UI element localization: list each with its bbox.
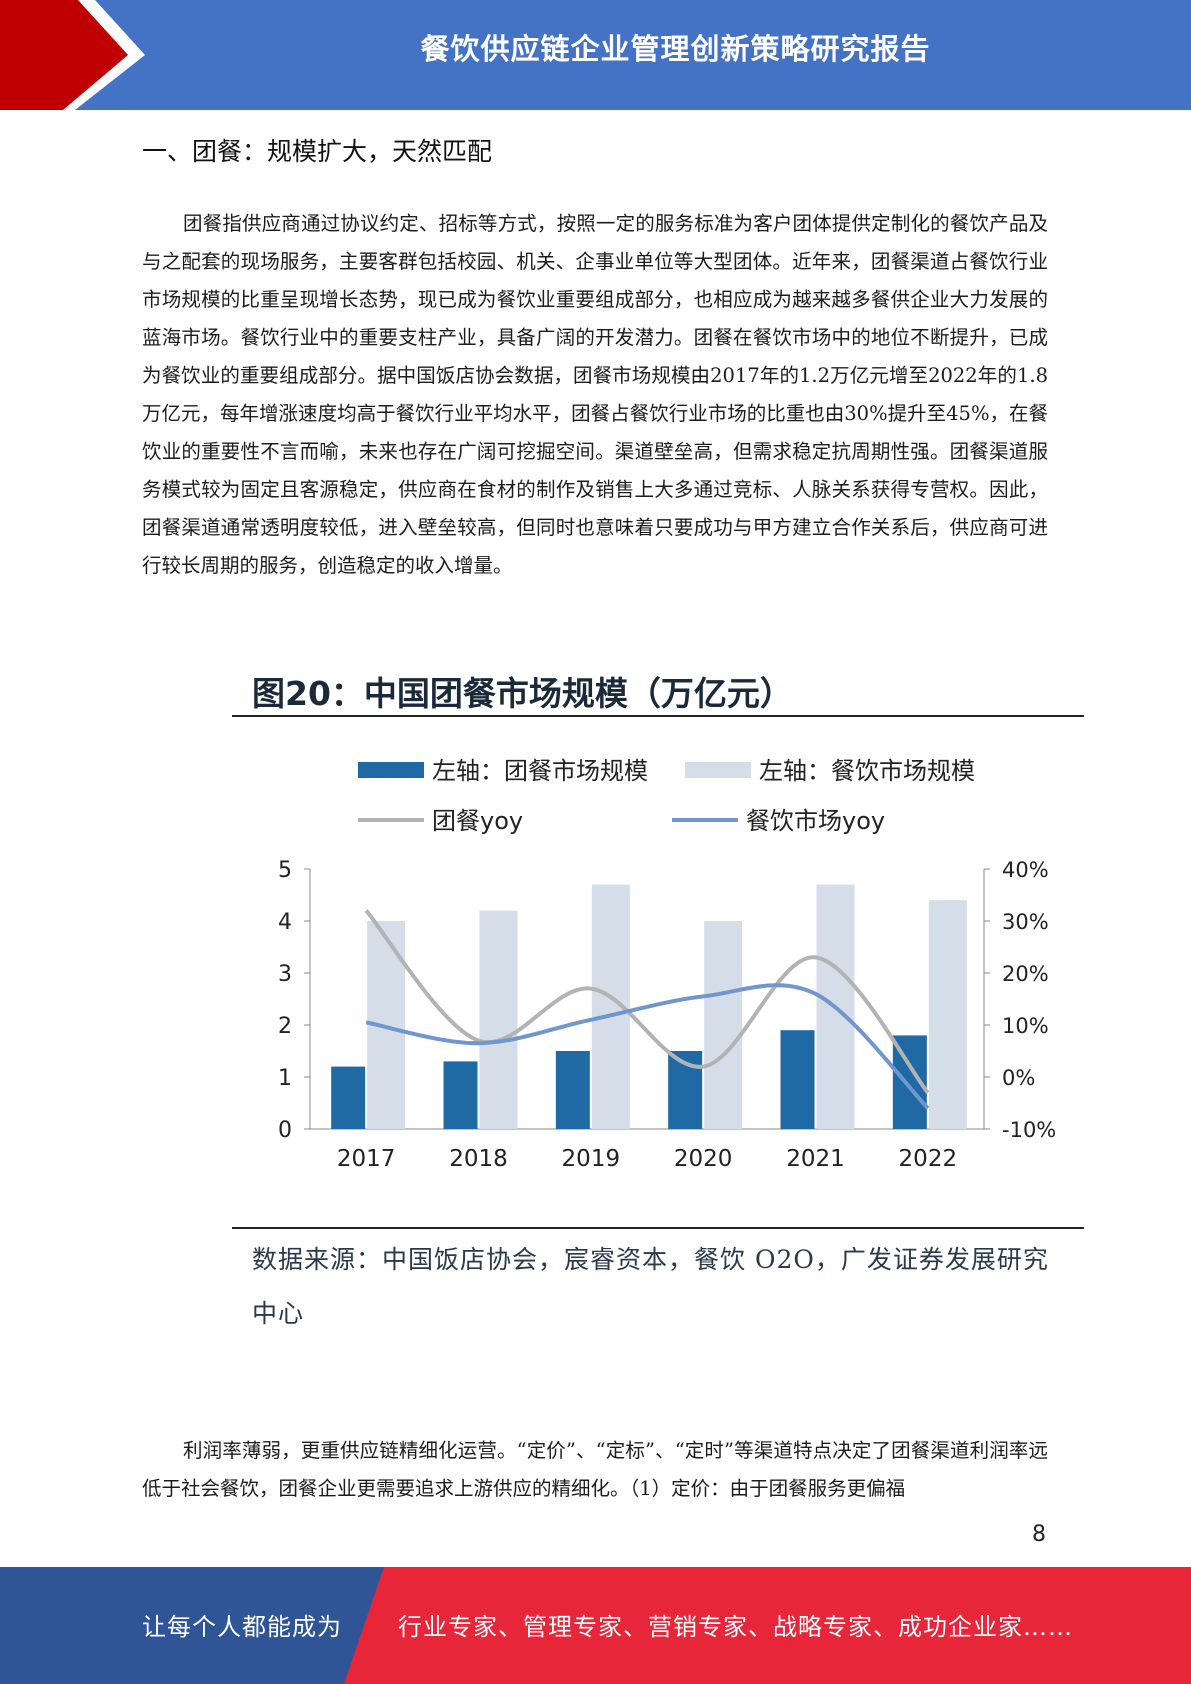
header-banner-shape [0,0,1191,110]
legend-label: 左轴：餐饮市场规模 [759,757,975,785]
figure-bottom-rule [232,1227,1084,1229]
right-axis-tick-label: 40% [1002,858,1049,882]
legend-label: 左轴：团餐市场规模 [432,757,648,785]
body-paragraph-2: 利润率薄弱，更重供应链精细化运营。“定价”、“定标”、“定时”等渠道特点决定了团… [142,1439,1048,1500]
page-footer: 让每个人都能成为 行业专家、管理专家、营销专家、战略专家、成功企业家…… [0,1567,1191,1684]
legend-label: 团餐yoy [432,807,523,835]
left-axis-tick-label: 2 [278,1014,292,1039]
left-axis-tick-label: 3 [278,962,292,987]
legend-swatch [358,762,424,778]
right-axis-tick-label: 10% [1002,1014,1049,1038]
footer-slogan-right: 行业专家、管理专家、营销专家、战略专家、成功企业家…… [398,1613,1073,1641]
bar-group-meal-size [443,1061,478,1129]
x-axis-tick-label: 2018 [449,1146,508,1172]
section-heading: 一、团餐：规模扩大，天然匹配 [142,137,493,166]
report-title: 餐饮供应链企业管理创新策略研究报告 [420,32,931,66]
x-axis-tick-label: 2017 [337,1146,396,1172]
bar-catering-size [928,900,967,1129]
bar-group-meal-size [780,1030,815,1129]
footer-slogan-left: 让每个人都能成为 [142,1613,342,1641]
right-axis-tick-label: 0% [1002,1066,1035,1090]
left-axis-tick-label: 1 [278,1066,292,1091]
x-axis-tick-label: 2021 [786,1146,845,1172]
page-header: 餐饮供应链企业管理创新策略研究报告 [0,0,1191,110]
legend-swatch [685,762,751,778]
x-axis-tick-label: 2019 [562,1146,621,1172]
left-axis-tick-label: 4 [278,910,292,935]
page-number: 8 [1032,1522,1046,1547]
left-axis-tick-label: 0 [278,1118,292,1143]
chart-svg: 0 1 2 3 4 5 -10% 0% 10% 20% 30% 40% 2017 2018 2019 2020… [278,757,1056,1172]
legend-label: 餐饮市场yoy [746,807,885,835]
figure-top-rule [232,715,1084,717]
figure-title: 图20：中国团餐市场规模（万亿元） [252,674,793,713]
line-catering-yoy [365,983,930,1110]
footer-banner-shape [0,1567,1191,1684]
right-axis-tick-label: 20% [1002,962,1049,986]
right-axis-tick-label: -10% [1002,1118,1056,1142]
body-paragraph-1: 团餐指供应商通过协议约定、招标等方式，按照一定的服务标准为客户团体提供定制化的餐… [142,212,1048,577]
x-axis-tick-label: 2020 [674,1146,733,1172]
line-group-meal-yoy [364,909,930,1094]
bar-catering-size [704,921,743,1129]
bar-group-meal-size [555,1051,590,1129]
figure-source: 数据来源：中国饭店协会，宸睿资本，餐饮 O2O，广发证券发展研究中心 [252,1245,1049,1328]
bar-catering-size [479,910,518,1129]
x-axis-tick-label: 2022 [899,1146,958,1172]
left-axis-tick-label: 5 [278,858,292,883]
right-axis-tick-label: 30% [1002,910,1049,934]
bar-group-meal-size [331,1066,366,1129]
